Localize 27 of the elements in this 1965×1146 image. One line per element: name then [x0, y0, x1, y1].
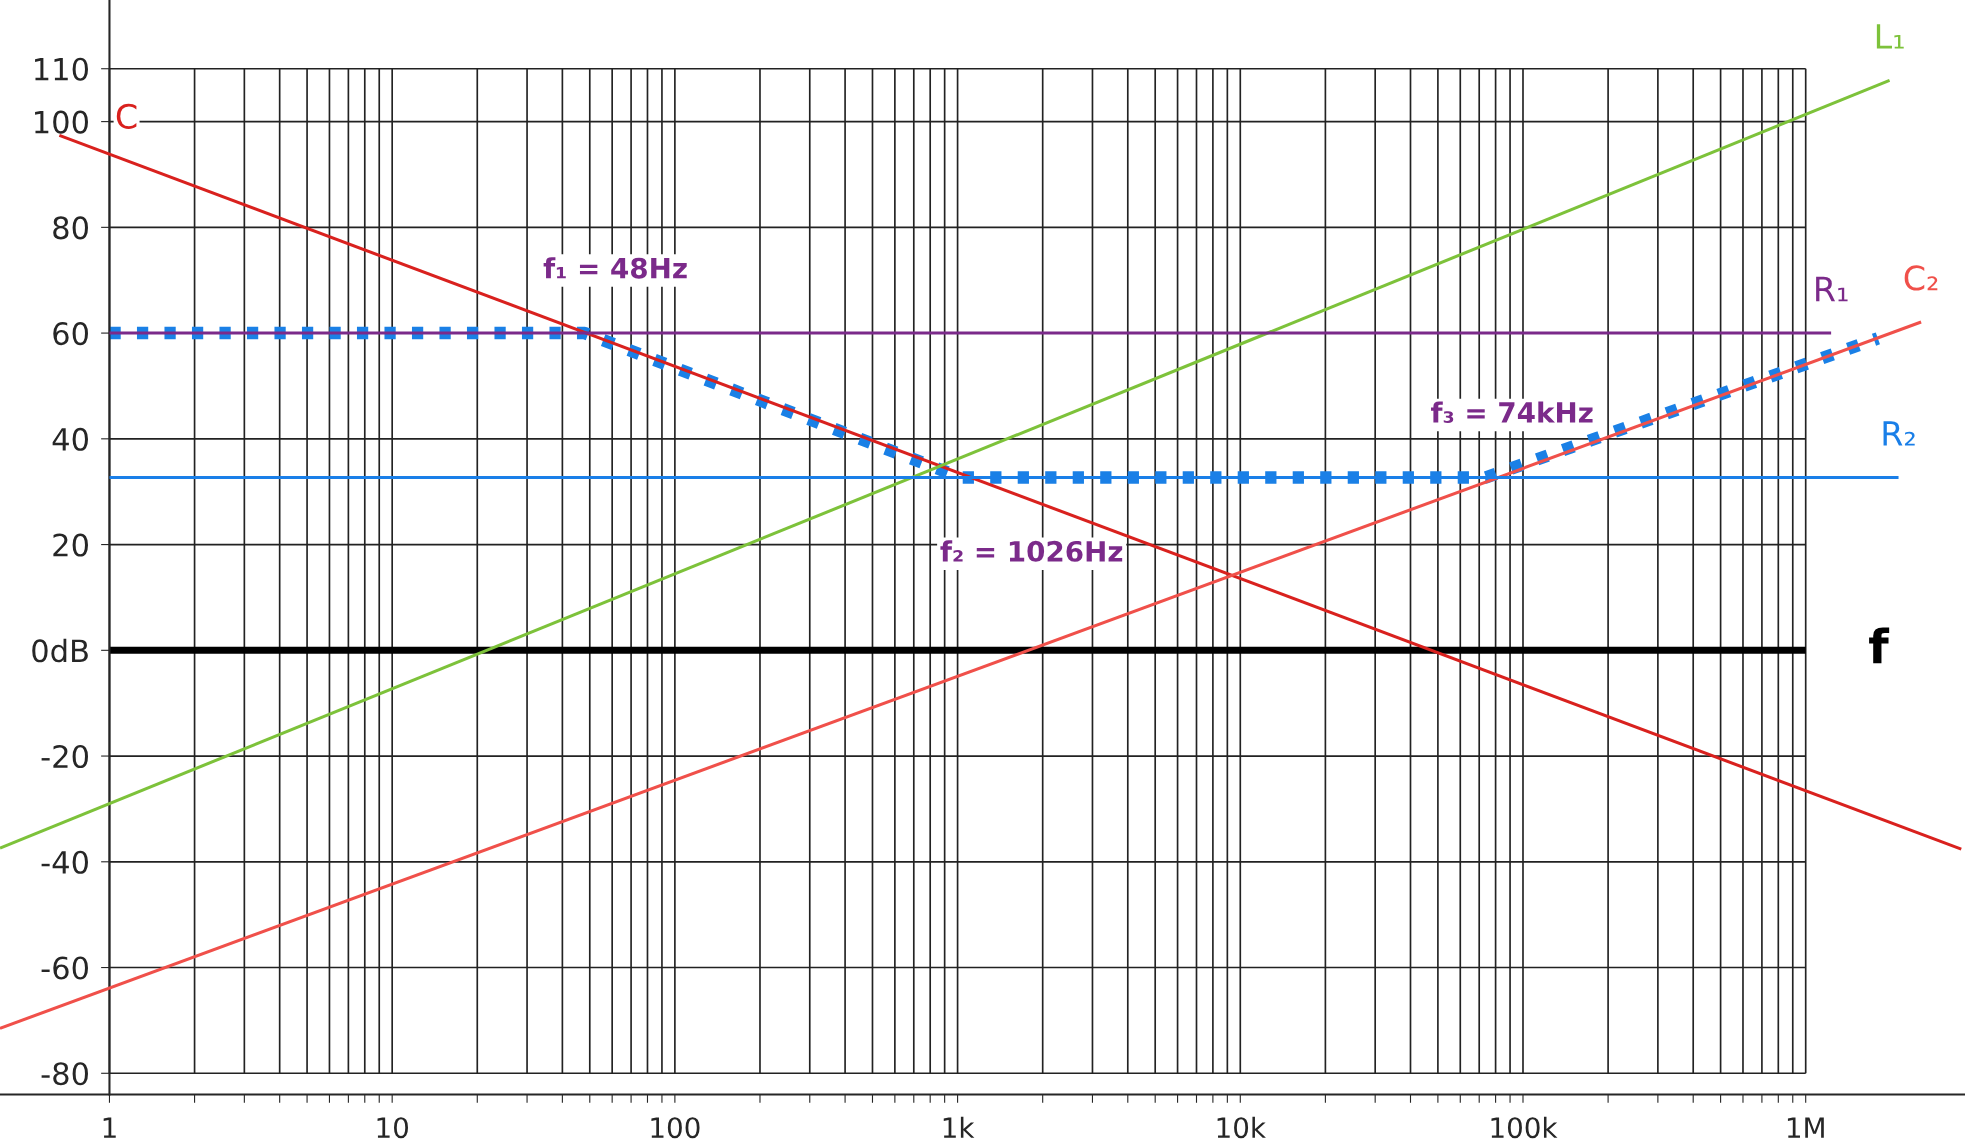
- x-tick-label: 10: [377, 1117, 408, 1139]
- y-tick-label: 60: [53, 322, 88, 346]
- y-tick-label: 110: [35, 57, 88, 81]
- annotation: f₂ = 1026Hz: [940, 540, 1123, 562]
- series-label: C: [116, 103, 137, 129]
- series-label: L₁: [1876, 24, 1904, 49]
- x-tick-label: 10k: [1217, 1116, 1266, 1139]
- y-tick-label: -60: [41, 956, 88, 980]
- y-tick-label: 80: [53, 216, 88, 240]
- x-tick-label: 100k: [1491, 1116, 1558, 1139]
- annotation: f₁ = 48Hz: [543, 257, 687, 279]
- x-tick-label: 1: [103, 1117, 116, 1138]
- y-tick-label: -40: [41, 850, 88, 874]
- annotation: f₃ = 74kHz: [1431, 401, 1593, 423]
- x-tick-label: 100: [651, 1117, 700, 1139]
- y-tick-label: -20: [41, 744, 88, 769]
- y-tick-label: 100: [35, 110, 88, 134]
- y-tick-label: 20: [53, 533, 88, 557]
- series-label: C₂: [1904, 265, 1938, 291]
- x-tick-label: 1M: [1787, 1117, 1824, 1138]
- series-label: R₁: [1816, 276, 1848, 302]
- y-tick-label: 40: [52, 427, 88, 451]
- series-label: R₂: [1883, 421, 1915, 446]
- ref-line-label: f: [1869, 627, 1890, 664]
- y-tick-label: -80: [41, 1062, 88, 1086]
- y-tick-label: 0dB: [32, 638, 88, 663]
- x-tick-label: 1k: [943, 1116, 975, 1138]
